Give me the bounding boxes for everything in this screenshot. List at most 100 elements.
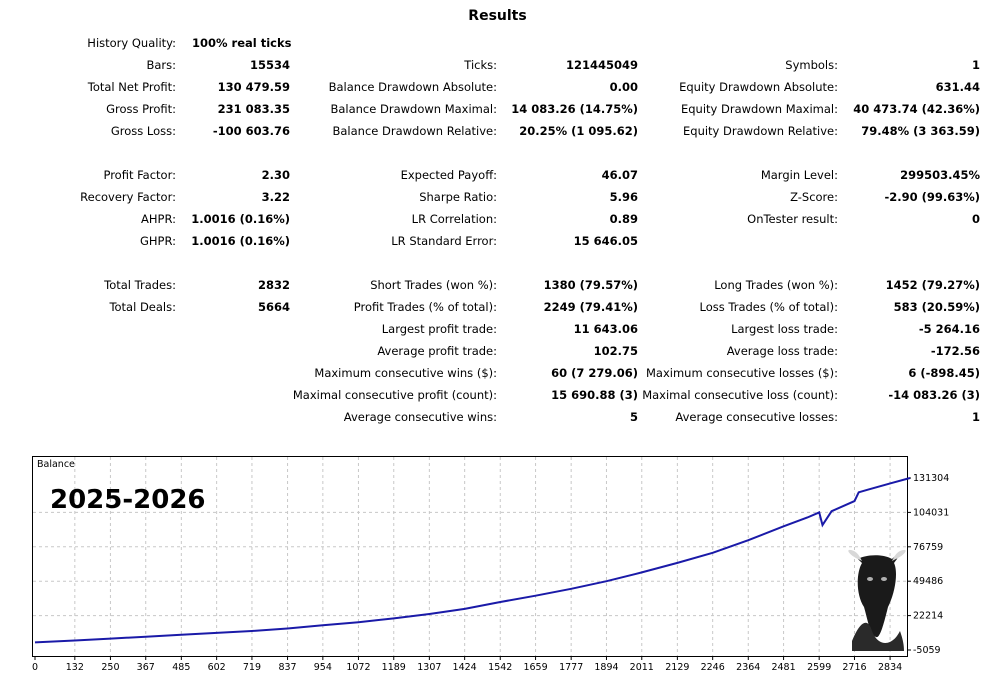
x-tick-label: 250 bbox=[101, 662, 119, 673]
stat-label: Maximum consecutive losses ($): bbox=[646, 366, 838, 380]
x-tick-label: 2716 bbox=[842, 662, 866, 673]
stat-value: 40 473.74 (42.36%) bbox=[853, 102, 980, 116]
y-tick-label: 76759 bbox=[913, 542, 943, 553]
stat-label: Short Trades (won %): bbox=[370, 278, 497, 292]
stat-label: Balance Drawdown Maximal: bbox=[330, 102, 497, 116]
stat-value: 130 479.59 bbox=[217, 80, 290, 94]
balance-series-line bbox=[34, 477, 911, 644]
x-tick-label: 485 bbox=[172, 662, 190, 673]
bull-logo-icon bbox=[848, 549, 906, 651]
stat-label: Long Trades (won %): bbox=[714, 278, 838, 292]
stat-value: 1 bbox=[971, 58, 980, 72]
stat-value: -14 083.26 (3) bbox=[888, 388, 980, 402]
balance-chart: 0 132 250 367 485 602 719 837 954 1072 1189 1307 142… bbox=[32, 456, 995, 690]
x-tick-label: 2129 bbox=[665, 662, 689, 673]
stat-value: 583 (20.59%) bbox=[893, 300, 980, 314]
stat-value: 79.48% (3 363.59) bbox=[861, 124, 980, 138]
stat-value: 1380 (79.57%) bbox=[543, 278, 638, 292]
stat-value: 5664 bbox=[257, 300, 290, 314]
stat-value: 15 690.88 (3) bbox=[551, 388, 638, 402]
stat-value: 15 646.05 bbox=[573, 234, 638, 248]
stat-value: 5 bbox=[629, 410, 638, 424]
stat-label: Recovery Factor: bbox=[80, 190, 176, 204]
stat-label: Ticks: bbox=[464, 58, 497, 72]
stat-value: -172.56 bbox=[930, 344, 980, 358]
stat-label: Equity Drawdown Relative: bbox=[683, 124, 838, 138]
stat-label: Gross Profit: bbox=[106, 102, 176, 116]
x-tick-label: 602 bbox=[208, 662, 226, 673]
x-tick-label: 2246 bbox=[701, 662, 725, 673]
history-quality-label: History Quality: bbox=[87, 36, 176, 50]
report-title: Results bbox=[468, 8, 527, 24]
stat-value: 6 (-898.45) bbox=[908, 366, 980, 380]
x-tick-label: 2599 bbox=[807, 662, 831, 673]
x-tick-label: 1659 bbox=[523, 662, 547, 673]
stat-value: 631.44 bbox=[935, 80, 980, 94]
stat-label: Z-Score: bbox=[790, 190, 838, 204]
stat-label: GHPR: bbox=[139, 234, 176, 248]
x-tick-label: 2834 bbox=[878, 662, 902, 673]
stat-label: LR Correlation: bbox=[411, 212, 497, 226]
y-tick-label: 104031 bbox=[913, 507, 949, 518]
chart-annotation: 2025-2026 bbox=[50, 485, 206, 515]
stat-value: 1.0016 (0.16%) bbox=[191, 212, 290, 226]
history-quality-value: 100% real ticks bbox=[192, 36, 292, 50]
stat-value: 2832 bbox=[257, 278, 290, 292]
x-tick-label: 367 bbox=[137, 662, 155, 673]
stat-label: Maximal consecutive profit (count): bbox=[292, 388, 497, 402]
stat-value: -100 603.76 bbox=[212, 124, 290, 138]
chart-title: Balance bbox=[37, 459, 75, 470]
stat-label: Balance Drawdown Absolute: bbox=[328, 80, 497, 94]
stat-value: 3.22 bbox=[261, 190, 290, 204]
x-tick-label: 1777 bbox=[559, 662, 583, 673]
x-tick-label: 1542 bbox=[488, 662, 512, 673]
x-tick-label: 132 bbox=[66, 662, 84, 673]
stat-label: Total Trades: bbox=[104, 278, 176, 292]
stat-value: 1.0016 (0.16%) bbox=[191, 234, 290, 248]
stat-label: Profit Trades (% of total): bbox=[353, 300, 497, 314]
stat-label: Maximum consecutive wins ($): bbox=[314, 366, 497, 380]
stat-value: -5 264.16 bbox=[918, 322, 980, 336]
stat-value: 2.30 bbox=[261, 168, 290, 182]
stat-value: 0.89 bbox=[609, 212, 638, 226]
stat-value: 60 (7 279.06) bbox=[551, 366, 638, 380]
stat-value: 231 083.35 bbox=[217, 102, 290, 116]
stat-label: Sharpe Ratio: bbox=[419, 190, 497, 204]
x-tick-label: 954 bbox=[314, 662, 332, 673]
y-tick-label: 22214 bbox=[913, 611, 943, 622]
stat-value: 11 643.06 bbox=[573, 322, 638, 336]
stat-value: -2.90 (99.63%) bbox=[884, 190, 980, 204]
stat-label: Largest profit trade: bbox=[381, 322, 497, 336]
x-tick-label: 1424 bbox=[453, 662, 477, 673]
stat-value: 5.96 bbox=[609, 190, 638, 204]
x-tick-label: 1189 bbox=[382, 662, 406, 673]
stat-label: Average profit trade: bbox=[377, 344, 497, 358]
x-tick-label: 719 bbox=[243, 662, 261, 673]
x-tick-label: 1072 bbox=[346, 662, 370, 673]
stat-value: 1 bbox=[971, 410, 980, 424]
stat-label: Maximal consecutive loss (count): bbox=[642, 388, 838, 402]
stat-label: Equity Drawdown Maximal: bbox=[680, 102, 838, 116]
x-tick-label: 0 bbox=[32, 662, 38, 673]
stat-value: 46.07 bbox=[601, 168, 638, 182]
stat-label: Profit Factor: bbox=[103, 168, 176, 182]
stat-value: 15534 bbox=[249, 58, 290, 72]
stat-label: Loss Trades (% of total): bbox=[699, 300, 838, 314]
x-tick-label: 2481 bbox=[771, 662, 795, 673]
stat-label: Average consecutive losses: bbox=[675, 410, 838, 424]
stat-label: Balance Drawdown Relative: bbox=[332, 124, 498, 138]
stat-label: Average consecutive wins: bbox=[343, 410, 497, 424]
plot-frame bbox=[32, 456, 908, 657]
stat-value: 14 083.26 (14.75%) bbox=[511, 102, 638, 116]
stat-value: 102.75 bbox=[593, 344, 638, 358]
stat-label: Margin Level: bbox=[760, 168, 838, 182]
stat-value: 299503.45% bbox=[900, 168, 980, 182]
stat-label: Total Deals: bbox=[109, 300, 176, 314]
x-tick-label: 2364 bbox=[736, 662, 760, 673]
stat-label: Largest loss trade: bbox=[731, 322, 838, 336]
stat-value: 121445049 bbox=[565, 58, 638, 72]
x-tick-label: 1307 bbox=[417, 662, 441, 673]
stat-value: 0.00 bbox=[609, 80, 638, 94]
y-tick-label: -5059 bbox=[913, 645, 941, 656]
x-tick-label: 1894 bbox=[594, 662, 618, 673]
